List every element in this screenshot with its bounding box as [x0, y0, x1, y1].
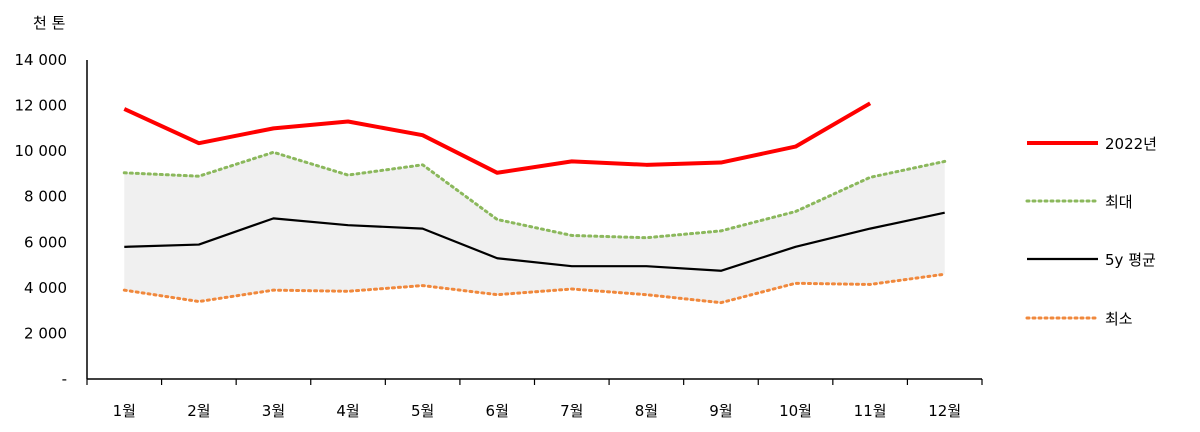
y-unit-label: 천 톤 [33, 14, 65, 32]
y-tick-label: 4 000 [24, 279, 67, 297]
series-line [124, 211, 945, 272]
x-tick-label: 7월 [560, 402, 583, 420]
x-tick-label: 6월 [486, 402, 509, 420]
y-tick-label: - [62, 370, 67, 388]
legend-label: 2022년 [1105, 135, 1157, 153]
legend-label: 최소 [1105, 310, 1133, 328]
x-tick-label: 11월 [854, 402, 887, 420]
y-tick-label: 8 000 [24, 188, 67, 206]
series-line [122, 150, 947, 240]
y-tick-label: 6 000 [24, 233, 67, 251]
series-line [123, 101, 872, 175]
x-tick-label: 5월 [411, 402, 434, 420]
x-tick-label: 10월 [779, 402, 812, 420]
x-tick-label: 4월 [336, 402, 359, 420]
x-tick-label: 8월 [635, 402, 658, 420]
legend-label: 최대 [1105, 193, 1133, 211]
y-tick-label: 14 000 [15, 51, 68, 69]
axes: - 2 000 4 000 6 000 8 000 10 000 12 000 14 000 1… [15, 51, 983, 420]
legend-label: 5y 평균 [1105, 251, 1156, 269]
y-tick-label: 12 000 [15, 97, 68, 115]
x-tick-label: 9월 [709, 402, 732, 420]
x-tick-label: 2월 [187, 402, 210, 420]
series-line [122, 272, 947, 305]
x-tick-label: 3월 [262, 402, 285, 420]
series-lines [122, 101, 947, 305]
y-tick-label: 10 000 [15, 142, 68, 160]
x-tick-label: 12월 [928, 402, 961, 420]
x-tick-label: 1월 [113, 402, 136, 420]
y-tick-label: 2 000 [24, 324, 67, 342]
